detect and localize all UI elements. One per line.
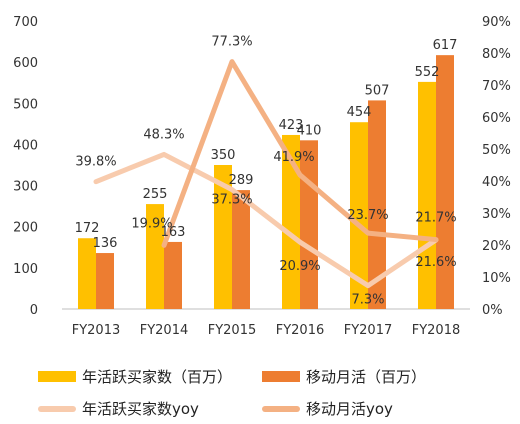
left-tick-label: 700 [13, 15, 38, 30]
lines [93, 59, 439, 289]
bar-value-label: 163 [161, 225, 186, 240]
right-tick-label: 50% [482, 143, 511, 158]
bar [436, 55, 454, 309]
bar [418, 81, 436, 310]
right-tick-label: 90% [482, 15, 511, 30]
x-tick-label: FY2014 [140, 323, 189, 338]
right-tick-label: 30% [482, 207, 511, 222]
bar-data-labels: 172 255 350 423 454 552 136 163 289 410 507 617 [75, 38, 458, 251]
line-value-label: 23.7% [347, 208, 388, 223]
bar-value-label: 410 [297, 123, 322, 138]
right-tick-label: 70% [482, 79, 511, 94]
bar [164, 241, 182, 309]
line-value-label: 77.3% [211, 35, 252, 50]
bar [146, 204, 164, 309]
bar-value-label: 507 [365, 83, 390, 98]
left-tick-label: 200 [13, 221, 38, 236]
right-tick-label: 20% [482, 239, 511, 254]
x-axis-ticks: FY2013 FY2014 FY2015 FY2016 FY2017 FY2018 [72, 323, 461, 338]
legend-label-mau: 移动月活（百万） [306, 368, 427, 386]
line-value-label: 7.3% [351, 293, 384, 308]
right-tick-label: 10% [482, 271, 511, 286]
x-tick-label: FY2016 [276, 323, 325, 338]
series-line [93, 151, 439, 289]
x-tick-label: FY2017 [344, 323, 393, 338]
right-tick-label: 40% [482, 175, 511, 190]
right-axis-ticks: 0% 10% 20% 30% 40% 50% 60% 70% 80% 90% [482, 15, 511, 318]
right-tick-label: 80% [482, 47, 511, 62]
legend-item-mau-yoy: 移动月活yoy [262, 398, 393, 419]
bar-value-label: 172 [75, 221, 100, 236]
line-value-label: 21.7% [415, 211, 456, 226]
line-value-label: 39.8% [75, 155, 116, 170]
bar [282, 134, 300, 309]
left-tick-label: 500 [13, 97, 38, 112]
left-tick-label: 300 [13, 180, 38, 195]
legend-label-buyers-yoy: 年活跃买家数yoy [82, 400, 199, 418]
bar-value-label: 423 [279, 118, 304, 133]
right-tick-label: 60% [482, 111, 511, 126]
left-tick-label: 100 [13, 262, 38, 277]
left-tick-label: 400 [13, 138, 38, 153]
left-axis-ticks: 0 100 200 300 400 500 600 700 [13, 15, 38, 318]
line-data-labels: 39.8% 48.3% 37.3% 20.9% 7.3% 21.6% 19.9% 77.3% 4… [75, 35, 456, 308]
bar [214, 165, 232, 309]
line-value-label: 19.9% [131, 216, 172, 231]
bar-value-label: 350 [211, 148, 236, 163]
line-value-label: 37.3% [211, 193, 252, 208]
left-tick-label: 600 [13, 56, 38, 71]
bars [78, 55, 454, 310]
bar-value-label: 552 [415, 65, 440, 80]
series-line [161, 59, 439, 248]
bar-value-label: 255 [143, 187, 168, 202]
bar [78, 238, 96, 309]
left-tick-label: 0 [30, 303, 38, 318]
x-tick-label: FY2015 [208, 323, 257, 338]
line-value-label: 48.3% [143, 127, 184, 142]
bar [232, 190, 250, 309]
bar-value-label: 136 [93, 236, 118, 251]
line-value-label: 21.6% [415, 255, 456, 270]
bar [350, 122, 368, 309]
line-value-label: 20.9% [279, 259, 320, 274]
legend: 年活跃买家数（百万） 移动月活（百万） 年活跃买家数yoy 移动月活yoy [0, 362, 520, 422]
legend-swatch-mau-yoy [262, 405, 300, 412]
bar-value-label: 454 [347, 105, 372, 120]
legend-label-mau-yoy: 移动月活yoy [306, 400, 393, 418]
right-tick-label: 0% [482, 303, 503, 318]
legend-swatch-mau [262, 371, 300, 382]
legend-label-buyers: 年活跃买家数（百万） [82, 368, 233, 386]
legend-item-buyers: 年活跃买家数（百万） [38, 366, 232, 387]
legend-swatch-buyers [38, 371, 76, 382]
x-tick-label: FY2013 [72, 323, 121, 338]
line-value-label: 41.9% [273, 150, 314, 165]
legend-item-buyers-yoy: 年活跃买家数yoy [38, 398, 199, 419]
bar [368, 100, 386, 309]
bar-value-label: 289 [229, 173, 254, 188]
legend-swatch-buyers-yoy [38, 405, 76, 412]
bar-value-label: 617 [433, 38, 458, 53]
bar [96, 253, 114, 309]
legend-item-mau: 移动月活（百万） [262, 366, 426, 387]
x-tick-label: FY2018 [412, 323, 461, 338]
bar [300, 140, 318, 309]
